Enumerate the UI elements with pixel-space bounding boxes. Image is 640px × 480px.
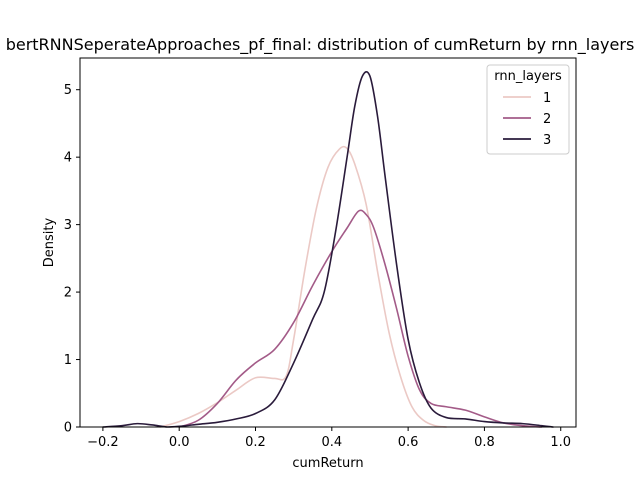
y-tick-label: 4 [64,151,72,166]
x-tick-label: 0.4 [321,435,342,450]
density-curves [102,70,554,428]
density-line-rnn-layers-3 [102,70,554,428]
y-tick-label: 5 [64,83,72,98]
legend-title: rnn_layers [494,69,562,84]
density-line-rnn-layers-1 [159,145,448,428]
x-tick-label: 1.0 [550,435,571,450]
x-tick-label: 0.2 [245,435,266,450]
legend: rnn_layers 1 2 3 [486,64,570,155]
legend-label-3: 3 [543,133,551,148]
legend-label-1: 1 [543,91,551,106]
density-line-rnn-layers-2 [178,209,543,428]
y-axis-ticks: 0 1 2 3 4 5 [64,83,80,436]
chart-title: bertRNNSeperateApproaches_pf_final: dist… [6,35,635,55]
y-tick-label: 0 [64,421,72,436]
x-tick-label: 0.0 [169,435,190,450]
y-tick-label: 2 [64,286,72,301]
legend-label-2: 2 [543,112,551,127]
x-axis-label: cumReturn [292,456,363,471]
x-tick-label: 0.6 [398,435,419,450]
plot-area-frame [79,57,577,428]
y-axis-label: Density [42,217,57,267]
legend-entries: 1 2 3 [503,91,551,148]
x-axis-ticks: −0.2 0.0 0.2 0.4 0.6 0.8 1.0 [87,427,571,450]
x-tick-label: 0.8 [474,435,495,450]
y-tick-label: 1 [64,353,72,368]
y-tick-label: 3 [64,218,72,233]
legend-box [486,64,570,155]
x-tick-label: −0.2 [87,435,119,450]
